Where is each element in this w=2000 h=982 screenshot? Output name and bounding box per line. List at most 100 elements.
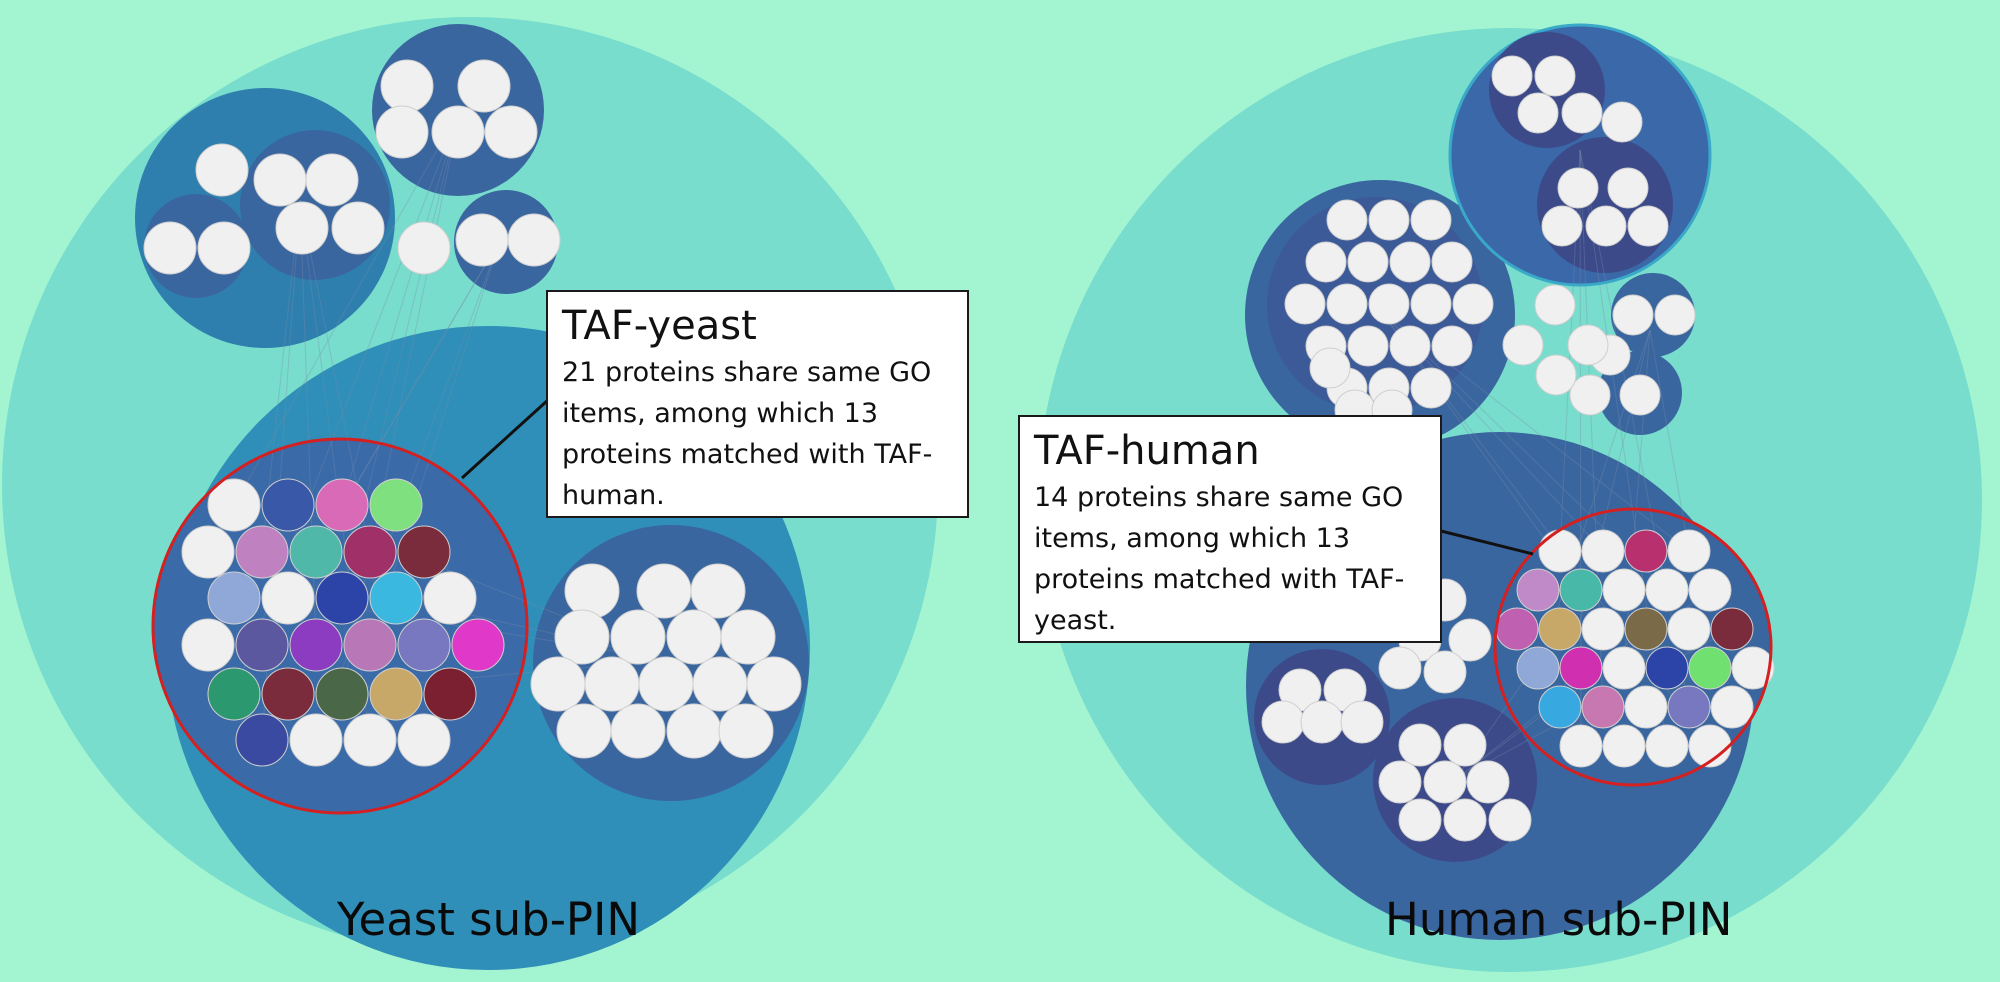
taf-protein-node bbox=[289, 618, 343, 672]
protein-node bbox=[457, 59, 511, 113]
protein-node bbox=[1347, 241, 1389, 283]
taf-protein-node bbox=[207, 571, 261, 625]
taf-protein-node bbox=[1495, 607, 1539, 651]
yeast-callout-title: TAF-yeast bbox=[562, 303, 757, 349]
human-callout-pointer bbox=[1440, 529, 1534, 556]
taf-protein-node bbox=[261, 571, 315, 625]
human-top-subcluster-b bbox=[1537, 137, 1673, 273]
taf-protein-node bbox=[181, 525, 235, 579]
taf-protein-node bbox=[1602, 724, 1646, 768]
taf-protein-node bbox=[1688, 646, 1732, 690]
taf-protein-node bbox=[1688, 568, 1732, 612]
protein-node bbox=[1410, 199, 1452, 241]
protein-node bbox=[1601, 101, 1643, 143]
taf-protein-node bbox=[1538, 607, 1582, 651]
taf-protein-node bbox=[1538, 529, 1582, 573]
taf-protein-node bbox=[315, 667, 369, 721]
protein-node bbox=[1534, 284, 1576, 326]
taf-protein-node bbox=[207, 667, 261, 721]
protein-node bbox=[305, 153, 359, 207]
human-panel-label: Human sub-PIN bbox=[1385, 893, 1733, 946]
protein-node bbox=[1389, 325, 1431, 367]
taf-protein-node bbox=[1710, 685, 1754, 729]
protein-node bbox=[1517, 92, 1559, 134]
protein-node bbox=[1567, 324, 1609, 366]
protein-node bbox=[1535, 354, 1577, 396]
protein-node bbox=[1488, 798, 1532, 842]
protein-node bbox=[1502, 324, 1544, 366]
taf-protein-node bbox=[1559, 724, 1603, 768]
protein-node bbox=[1340, 700, 1384, 744]
yeast-callout-text: 21 proteins share same GO items, among w… bbox=[562, 357, 933, 511]
protein-node bbox=[1398, 723, 1442, 767]
protein-node bbox=[1431, 325, 1473, 367]
taf-protein-node bbox=[235, 713, 289, 767]
protein-node bbox=[636, 563, 692, 619]
protein-node bbox=[1347, 325, 1389, 367]
human-callout-text: 14 proteins share same GO items, among w… bbox=[1034, 482, 1405, 636]
taf-protein-node bbox=[1624, 685, 1668, 729]
protein-node bbox=[1569, 374, 1611, 416]
taf-protein-node bbox=[1710, 607, 1754, 651]
human-nodes bbox=[1261, 55, 1696, 842]
taf-protein-node bbox=[397, 713, 451, 767]
protein-node bbox=[554, 609, 610, 665]
yeast-panel-label: Yeast sub-PIN bbox=[337, 893, 641, 946]
protein-node bbox=[1326, 283, 1368, 325]
protein-node bbox=[431, 105, 485, 159]
taf-protein-node bbox=[1516, 646, 1560, 690]
protein-node bbox=[275, 201, 329, 255]
human-taf-nodes bbox=[1495, 529, 1775, 768]
taf-protein-node bbox=[1581, 529, 1625, 573]
taf-protein-node bbox=[343, 525, 397, 579]
taf-protein-node bbox=[451, 618, 505, 672]
taf-protein-node bbox=[1645, 646, 1689, 690]
protein-node bbox=[1561, 92, 1603, 134]
taf-protein-node bbox=[1667, 529, 1711, 573]
protein-node bbox=[197, 221, 251, 275]
taf-protein-node bbox=[397, 525, 451, 579]
network-edge bbox=[233, 109, 461, 506]
yeast-callout: TAF-yeast 21 proteins share same GO item… bbox=[546, 290, 969, 518]
protein-node bbox=[1607, 167, 1649, 209]
protein-node bbox=[718, 703, 774, 759]
protein-node bbox=[1423, 760, 1467, 804]
protein-node bbox=[564, 563, 620, 619]
protein-node bbox=[666, 609, 722, 665]
protein-node bbox=[1452, 283, 1494, 325]
protein-node bbox=[1585, 205, 1627, 247]
protein-node bbox=[1431, 241, 1473, 283]
protein-node bbox=[375, 105, 429, 159]
protein-node bbox=[666, 703, 722, 759]
protein-node bbox=[195, 143, 249, 197]
taf-protein-node bbox=[235, 525, 289, 579]
taf-protein-node bbox=[261, 478, 315, 532]
protein-node bbox=[1423, 650, 1467, 694]
taf-protein-node bbox=[343, 713, 397, 767]
taf-protein-node bbox=[1731, 646, 1775, 690]
taf-protein-node bbox=[315, 478, 369, 532]
protein-node bbox=[380, 59, 434, 113]
taf-protein-node bbox=[1624, 607, 1668, 651]
protein-node bbox=[638, 656, 694, 712]
yeast-nodes bbox=[143, 59, 802, 759]
taf-protein-node bbox=[1645, 724, 1689, 768]
protein-node bbox=[331, 201, 385, 255]
protein-node bbox=[1443, 723, 1487, 767]
protein-node bbox=[530, 656, 586, 712]
protein-node bbox=[610, 703, 666, 759]
taf-protein-node bbox=[315, 571, 369, 625]
human-callout-title: TAF-human bbox=[1034, 428, 1260, 474]
taf-protein-node bbox=[181, 618, 235, 672]
taf-protein-node bbox=[1602, 646, 1646, 690]
taf-protein-node bbox=[289, 525, 343, 579]
protein-node bbox=[1309, 347, 1351, 389]
protein-node bbox=[610, 609, 666, 665]
protein-node bbox=[1326, 199, 1368, 241]
protein-node bbox=[1491, 55, 1533, 97]
taf-protein-node bbox=[1581, 607, 1625, 651]
protein-node bbox=[692, 656, 748, 712]
protein-node bbox=[746, 656, 802, 712]
taf-protein-node bbox=[1667, 607, 1711, 651]
yeast-taf-nodes bbox=[181, 478, 505, 767]
